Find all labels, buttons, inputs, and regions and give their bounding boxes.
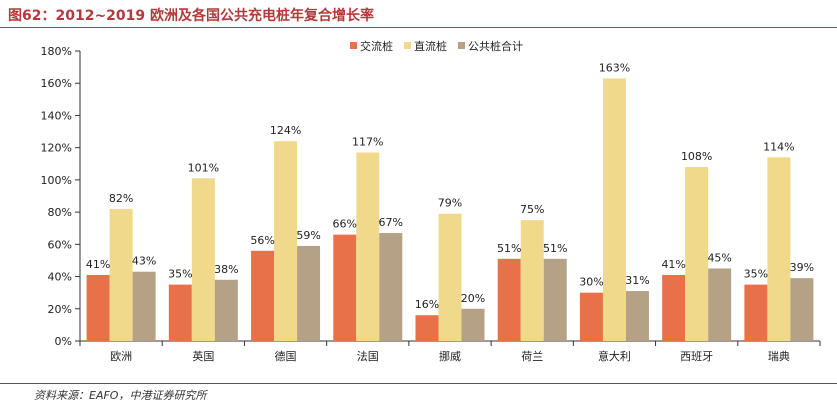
bar-data-label: 30% (579, 276, 603, 289)
bar-1 (662, 274, 686, 341)
source-note: 资料来源：EAFO，中港证券研究所 (34, 389, 207, 402)
bar-1 (86, 274, 110, 341)
bar-1 (168, 284, 192, 341)
data-labels: 41% 35% 56% 66% 16% 51% 30% 41% 35% 82% 101% 124% 11… (86, 61, 814, 311)
bar-2 (602, 78, 626, 341)
y-tick-label: 40% (48, 271, 72, 284)
bar-1 (497, 258, 521, 341)
bar-data-label: 101% (188, 161, 219, 174)
bar-data-label: 59% (296, 229, 320, 242)
figure-title: 图62：2012~2019 欧洲及各国公共充电桩年复合增长率 (8, 8, 375, 24)
bar-2 (191, 178, 215, 341)
bar-3 (625, 291, 649, 341)
bar-data-label: 35% (168, 268, 192, 281)
y-tick-label: 140% (41, 109, 72, 122)
bar-2 (274, 141, 298, 341)
y-tick-label: 20% (48, 303, 72, 316)
bar-data-label: 56% (250, 234, 274, 247)
x-tick-label: 意大利 (598, 349, 631, 363)
bar-data-label: 117% (352, 136, 383, 149)
bar-2 (438, 213, 462, 341)
bar-data-label: 35% (744, 268, 768, 281)
legend-label: 交流桩 (360, 39, 393, 53)
bar-data-label: 163% (599, 61, 630, 74)
bar-data-label: 45% (707, 252, 731, 265)
bar-1 (251, 250, 275, 341)
bar-2 (356, 152, 380, 341)
bar-data-label: 67% (379, 216, 403, 229)
legend-swatch (350, 42, 357, 49)
y-tick-label: 160% (41, 77, 72, 90)
bar-3 (379, 233, 403, 341)
x-tick-label: 德国 (275, 349, 297, 363)
bar-3 (708, 268, 732, 341)
bar-data-label: 51% (497, 242, 521, 255)
bar-data-label: 82% (109, 192, 133, 205)
legend-label: 直流桩 (414, 39, 447, 53)
bar-data-label: 79% (438, 197, 462, 210)
bar-data-label: 31% (625, 274, 649, 287)
source-divider (0, 383, 837, 384)
bar-3 (461, 308, 485, 341)
y-tick-label: 180% (41, 45, 72, 58)
bar-data-label: 124% (270, 124, 301, 137)
bar-1 (579, 292, 603, 341)
x-tick-label: 荷兰 (521, 350, 543, 363)
x-tick-label: 瑞典 (768, 349, 790, 363)
bar-data-label: 16% (415, 298, 439, 311)
y-tick-label: 0% (55, 335, 72, 348)
bar-3 (297, 245, 321, 341)
bar-data-label: 114% (763, 140, 794, 153)
bar-2 (109, 208, 133, 341)
x-tick-label: 挪威 (439, 349, 461, 363)
x-tick-label: 欧洲 (110, 350, 132, 363)
bars (86, 78, 814, 341)
legend-swatch (458, 42, 465, 49)
bar-2 (767, 157, 791, 341)
y-tick-label: 100% (41, 174, 72, 187)
bar-data-label: 51% (543, 242, 567, 255)
bar-3 (214, 279, 238, 341)
y-tick-label: 120% (41, 142, 72, 155)
bar-data-label: 75% (520, 203, 544, 216)
legend: 交流桩 直流桩 公共桩合计 (350, 39, 523, 53)
legend-label: 公共桩合计 (468, 39, 523, 53)
bar-1 (333, 234, 357, 341)
y-tick-label: 80% (48, 206, 72, 219)
x-tick-label: 法国 (357, 349, 379, 363)
x-tick-label: 英国 (192, 349, 214, 363)
bar-1 (744, 284, 768, 341)
y-tick-label: 60% (48, 238, 72, 251)
bar-data-label: 41% (661, 258, 685, 271)
title-divider (0, 27, 837, 28)
bar-2 (685, 167, 709, 341)
bar-data-label: 41% (86, 258, 110, 271)
legend-swatch (404, 42, 411, 49)
bar-data-label: 108% (681, 150, 712, 163)
bar-1 (415, 315, 439, 341)
bar-data-label: 66% (333, 218, 357, 231)
axes: 0% 20% 40% 60% 80% 100% 120% 140% 160% 180% 欧洲 英国 德国… (41, 45, 821, 363)
bar-data-label: 39% (790, 261, 814, 274)
bar-data-label: 20% (461, 292, 485, 305)
bar-3 (790, 278, 814, 341)
bar-data-label: 38% (214, 263, 238, 276)
bar-2 (520, 220, 544, 341)
bar-data-label: 43% (132, 255, 156, 268)
bar-3 (543, 258, 567, 341)
bar-chart: 0% 20% 40% 60% 80% 100% 120% 140% 160% 180% 欧洲 英国 德国… (41, 39, 821, 363)
bar-3 (132, 271, 156, 341)
x-tick-label: 西班牙 (680, 350, 713, 363)
